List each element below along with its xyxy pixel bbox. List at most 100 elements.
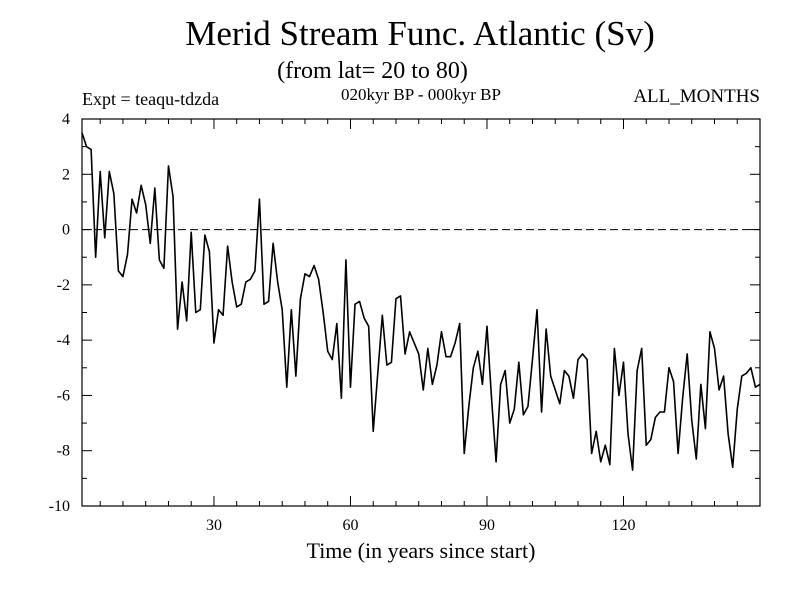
y-tick-label: -4 [57,332,70,349]
data-point [550,375,552,377]
data-point [140,184,142,186]
series-line [81,132,761,471]
data-point [713,347,716,350]
data-point [436,364,438,366]
data-point [258,198,261,200]
months-label: ALL_MONTHS [633,86,760,107]
data-point [354,303,356,305]
data-point [527,405,529,408]
chart-subtitle: (from lat= 20 to 80) [277,58,468,84]
data-point [104,237,106,239]
data-point [654,416,656,419]
data-point [277,281,279,283]
y-tick-label: -6 [57,387,70,404]
data-point [399,295,402,297]
data-point [741,375,743,377]
data-point [163,267,165,269]
data-point [363,317,365,319]
data-point [604,444,606,446]
data-point [732,466,734,468]
data-point [540,411,543,413]
data-point [149,242,151,244]
data-point [377,372,379,374]
data-point [472,367,474,369]
data-point [331,358,333,361]
y-tick-label: 0 [62,222,70,239]
data-point [586,358,588,361]
data-point [390,361,393,363]
data-point [240,303,242,305]
data-point [304,273,306,275]
data-point [322,311,324,314]
data-point [90,148,92,151]
data-point [581,353,584,355]
data-point [181,281,183,283]
data-point [677,452,679,455]
data-point [176,328,179,330]
data-point [409,331,411,333]
data-point [308,275,311,278]
data-point [559,403,561,405]
data-point [186,320,188,322]
data-point [445,356,447,358]
data-point [349,386,352,388]
data-point [404,353,406,355]
data-point [372,430,374,432]
chart-title: Merid Stream Func. Atlantic (Sv) [185,14,655,53]
data-point [709,331,711,333]
data-point [481,383,484,385]
data-point [213,342,215,344]
data-point [204,234,206,236]
data-point [682,397,684,399]
data-point [554,389,556,391]
data-point [504,369,506,372]
data-point [650,439,652,441]
data-point [522,414,524,416]
data-point [336,322,338,325]
data-point [627,433,629,435]
data-point [531,358,534,361]
data-point [663,411,666,413]
data-point [490,397,493,399]
data-point [563,369,565,372]
data-point [686,353,688,355]
data-point [290,309,292,311]
data-point [195,311,197,314]
data-point [117,270,120,272]
data-point [477,350,479,352]
y-tick-label: 2 [62,166,70,183]
data-point [167,165,170,167]
data-point [695,458,697,460]
data-point [668,367,670,369]
data-point [199,309,201,311]
data-point [545,328,547,330]
data-point [568,375,570,377]
y-tick-label: -2 [57,277,70,294]
data-point [722,375,725,377]
data-point [145,204,147,206]
data-point [158,259,160,261]
data-point [659,411,661,413]
data-point [609,463,611,466]
data-point [427,347,429,350]
data-point [99,170,101,173]
data-point [600,461,602,463]
data-point [622,361,625,363]
x-axis-label: Time (in years since start) [306,538,536,563]
data-point [131,198,133,200]
data-point [254,270,256,272]
data-point [536,309,538,311]
plot-frame [81,118,761,507]
data-point [700,383,702,385]
data-point [454,342,456,344]
period-label: 020kyr BP - 000kyr BP [341,85,501,104]
data-point [754,386,757,388]
data-point [381,314,383,316]
data-point [440,331,443,333]
data-point [222,314,224,316]
data-point [286,386,288,388]
data-point [108,170,110,173]
data-point [227,245,229,247]
data-point [231,281,233,283]
data-point [345,259,347,261]
